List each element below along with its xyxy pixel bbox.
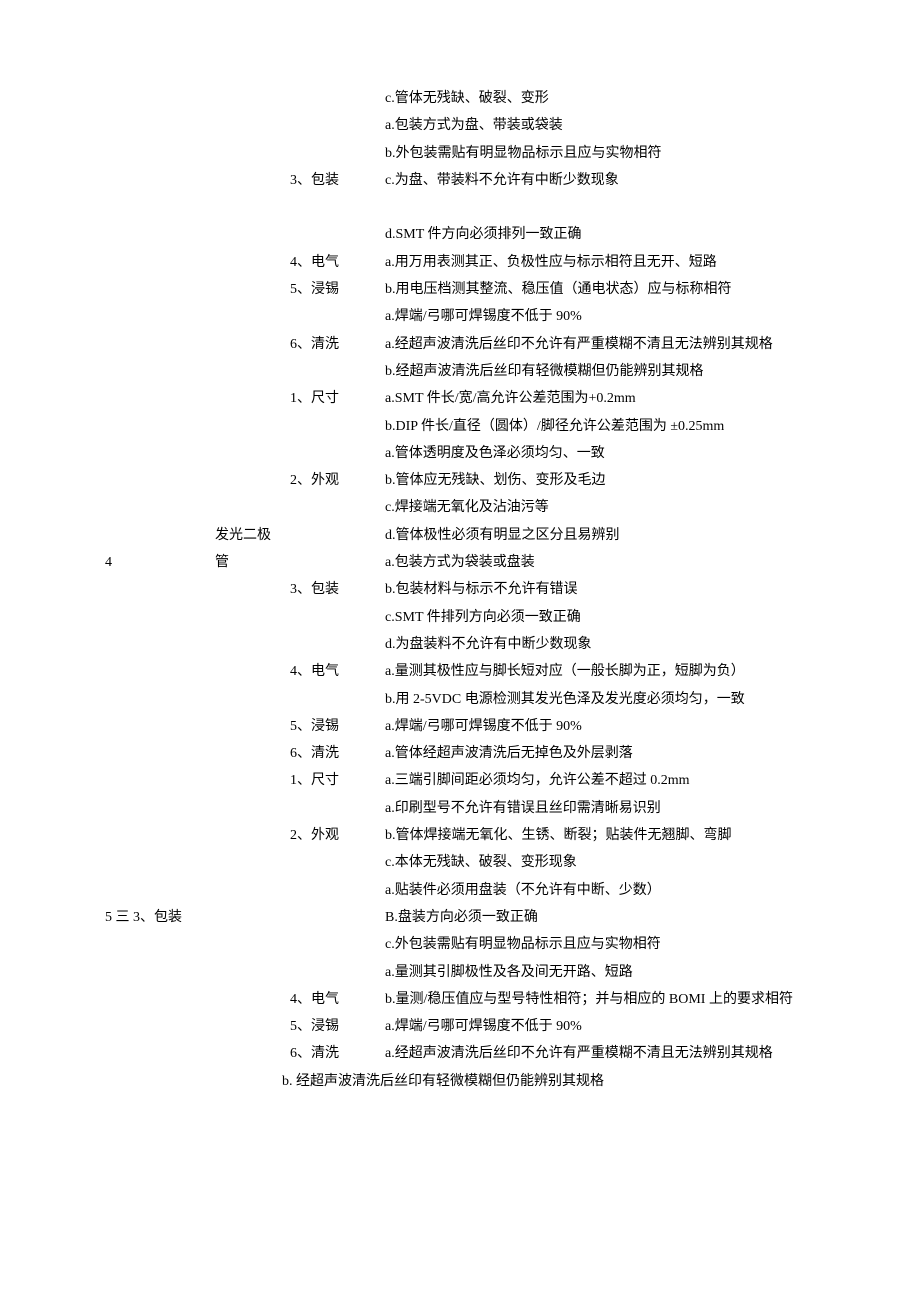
desc-text: b.外包装需贴有明显物品标示且应与实物相符 — [385, 140, 860, 167]
last-line: b. 经超声波清洗后丝印有轻微模糊但仍能辨别其规格 — [60, 1068, 860, 1095]
desc-text: b.用电压档测其整流、稳压值（通电状态）应与标称相符 — [385, 276, 860, 303]
desc-text: c.焊接端无氧化及沾油污等 — [385, 494, 860, 521]
item-label: 2、外观 — [290, 822, 385, 849]
orphan-line: c.管体无残缺、破裂、变形 — [60, 85, 860, 112]
desc-text: c.为盘、带装料不允许有中断少数现象 — [385, 167, 860, 194]
desc-text: a.经超声波清洗后丝印不允许有严重模糊不清且无法辨别其规格 — [385, 1040, 860, 1067]
item-row: b.DIP 件长/直径（圆体）/脚径允许公差范围为 ±0.25mm — [60, 413, 860, 440]
item-row — [60, 194, 860, 221]
item-row: 3、包装 b.包装材料与标示不允许有错误 — [60, 576, 860, 603]
item-row: 5、浸锡 b.用电压档测其整流、稳压值（通电状态）应与标称相符 — [60, 276, 860, 303]
desc-text: a.焊端/弓哪可焊锡度不低于 90% — [385, 1013, 860, 1040]
item-label: 6、清洗 — [290, 1040, 385, 1067]
item-label: 1、尺寸 — [290, 385, 385, 412]
item-row: d.SMT 件方向必须排列一致正确 — [60, 221, 860, 248]
orphan-line: a.包装方式为盘、带装或袋装 — [60, 112, 860, 139]
item-row: c.焊接端无氧化及沾油污等 — [60, 494, 860, 521]
item-label: 5、浸锡 — [290, 1013, 385, 1040]
item-label: 3、包装 — [290, 167, 385, 194]
desc-text: b.管体应无残缺、划伤、变形及毛边 — [385, 467, 860, 494]
item-row: a.贴装件必须用盘装（不允许有中断、少数） — [60, 877, 860, 904]
desc-text: a.经超声波清洗后丝印不允许有严重模糊不清且无法辨别其规格 — [385, 331, 860, 358]
desc-text: b.管体焊接端无氧化、生锈、断裂；贴装件无翘脚、弯脚 — [385, 822, 860, 849]
item-row: a.量测其引脚极性及各及间无开路、短路 — [60, 959, 860, 986]
desc-text: d.SMT 件方向必须排列一致正确 — [385, 221, 860, 248]
item-label: 6、清洗 — [290, 331, 385, 358]
desc-text: a.焊端/弓哪可焊锡度不低于 90% — [385, 713, 860, 740]
item-row: 5、浸锡 a.焊端/弓哪可焊锡度不低于 90% — [60, 713, 860, 740]
item-label: 3、包装 — [290, 576, 385, 603]
item-row: b.经超声波清洗后丝印有轻微模糊但仍能辨别其规格 — [60, 358, 860, 385]
desc-text: a.焊端/弓哪可焊锡度不低于 90% — [385, 303, 860, 330]
item-row: b.用 2-5VDC 电源检测其发光色泽及发光度必须均匀，一致 — [60, 686, 860, 713]
desc-text: a.管体经超声波清洗后无掉色及外层剥落 — [385, 740, 860, 767]
item-row: c.本体无残缺、破裂、变形现象 — [60, 849, 860, 876]
desc-text: d.为盘装料不允许有中断少数现象 — [385, 631, 860, 658]
desc-text: c.管体无残缺、破裂、变形 — [385, 85, 860, 112]
desc-text: a.量测其极性应与脚长短对应（一般长脚为正，短脚为负） — [385, 658, 860, 685]
desc-text: a.用万用表测其正、负极性应与标示相符且无开、短路 — [385, 249, 860, 276]
item-row: 2、外观 b.管体焊接端无氧化、生锈、断裂；贴装件无翘脚、弯脚 — [60, 822, 860, 849]
item-row: 5 三 3、包装 B.盘装方向必须一致正确 — [60, 904, 860, 931]
item-label: 2、外观 — [290, 467, 385, 494]
item-row: c.SMT 件排列方向必须一致正确 — [60, 604, 860, 631]
group-index: 4 — [60, 549, 215, 576]
desc-text: a.量测其引脚极性及各及间无开路、短路 — [385, 959, 860, 986]
item-row: 5、浸锡 a.焊端/弓哪可焊锡度不低于 90% — [60, 1013, 860, 1040]
item-row: a.印刷型号不允许有错误且丝印需清晰易识别 — [60, 795, 860, 822]
item-row: 1、尺寸 a.三端引脚间距必须均匀，允许公差不超过 0.2mm — [60, 767, 860, 794]
item-row: 6、清洗 a.管体经超声波清洗后无掉色及外层剥落 — [60, 740, 860, 767]
item-row: a.焊端/弓哪可焊锡度不低于 90% — [60, 303, 860, 330]
component-name: 发光二极 — [215, 522, 290, 549]
item-row: 4、电气 b.量测/稳压值应与型号特性相符；并与相应的 BOMI 上的要求相符 — [60, 986, 860, 1013]
desc-text: a.印刷型号不允许有错误且丝印需清晰易识别 — [385, 795, 860, 822]
item-row: c.外包装需贴有明显物品标示且应与实物相符 — [60, 931, 860, 958]
desc-text: d.管体极性必须有明显之区分且易辨别 — [385, 522, 860, 549]
item-label: 5、浸锡 — [290, 713, 385, 740]
item-label: 1、尺寸 — [290, 767, 385, 794]
desc-text: b.经超声波清洗后丝印有轻微模糊但仍能辨别其规格 — [385, 358, 860, 385]
desc-text: a.三端引脚间距必须均匀，允许公差不超过 0.2mm — [385, 767, 860, 794]
desc-text: a.SMT 件长/宽/高允许公差范围为+0.2mm — [385, 385, 860, 412]
item-row: 4 管 a.包装方式为袋装或盘装 — [60, 549, 860, 576]
desc-text: b.DIP 件长/直径（圆体）/脚径允许公差范围为 ±0.25mm — [385, 413, 860, 440]
desc-text: b.量测/稳压值应与型号特性相符；并与相应的 BOMI 上的要求相符 — [385, 986, 860, 1013]
desc-text: a.贴装件必须用盘装（不允许有中断、少数） — [385, 877, 860, 904]
item-row: a.管体透明度及色泽必须均匀、一致 — [60, 440, 860, 467]
desc-text: b.用 2-5VDC 电源检测其发光色泽及发光度必须均匀，一致 — [385, 686, 860, 713]
item-row: 发光二极 d.管体极性必须有明显之区分且易辨别 — [60, 522, 860, 549]
desc-text: c.SMT 件排列方向必须一致正确 — [385, 604, 860, 631]
item-row: 4、电气 a.量测其极性应与脚长短对应（一般长脚为正，短脚为负） — [60, 658, 860, 685]
desc-text: c.本体无残缺、破裂、变形现象 — [385, 849, 860, 876]
desc-text: a.管体透明度及色泽必须均匀、一致 — [385, 440, 860, 467]
orphan-line: b.外包装需贴有明显物品标示且应与实物相符 — [60, 140, 860, 167]
desc-text: a.包装方式为盘、带装或袋装 — [385, 112, 860, 139]
item-row: 6、清洗 a.经超声波清洗后丝印不允许有严重模糊不清且无法辨别其规格 — [60, 331, 860, 358]
item-row: 6、清洗 a.经超声波清洗后丝印不允许有严重模糊不清且无法辨别其规格 — [60, 1040, 860, 1067]
item-label: 6、清洗 — [290, 740, 385, 767]
item-row: 1、尺寸 a.SMT 件长/宽/高允许公差范围为+0.2mm — [60, 385, 860, 412]
item-label: 5、浸锡 — [290, 276, 385, 303]
desc-text: b.包装材料与标示不允许有错误 — [385, 576, 860, 603]
desc-text: B.盘装方向必须一致正确 — [385, 904, 860, 931]
item-label: 4、电气 — [290, 658, 385, 685]
item-row: 2、外观 b.管体应无残缺、划伤、变形及毛边 — [60, 467, 860, 494]
component-name: 管 — [215, 549, 290, 576]
item-label: 4、电气 — [290, 986, 385, 1013]
document-page: c.管体无残缺、破裂、变形 a.包装方式为盘、带装或袋装 b.外包装需贴有明显物… — [0, 0, 920, 1155]
desc-text: b. 经超声波清洗后丝印有轻微模糊但仍能辨别其规格 — [282, 1068, 860, 1095]
desc-text: c.外包装需贴有明显物品标示且应与实物相符 — [385, 931, 860, 958]
group-index: 5 三 3、包装 — [60, 904, 290, 931]
item-row: 4、电气 a.用万用表测其正、负极性应与标示相符且无开、短路 — [60, 249, 860, 276]
item-label: 4、电气 — [290, 249, 385, 276]
desc-text — [385, 194, 860, 221]
item-row: 3、包装 c.为盘、带装料不允许有中断少数现象 — [60, 167, 860, 194]
item-row: d.为盘装料不允许有中断少数现象 — [60, 631, 860, 658]
desc-text: a.包装方式为袋装或盘装 — [385, 549, 860, 576]
